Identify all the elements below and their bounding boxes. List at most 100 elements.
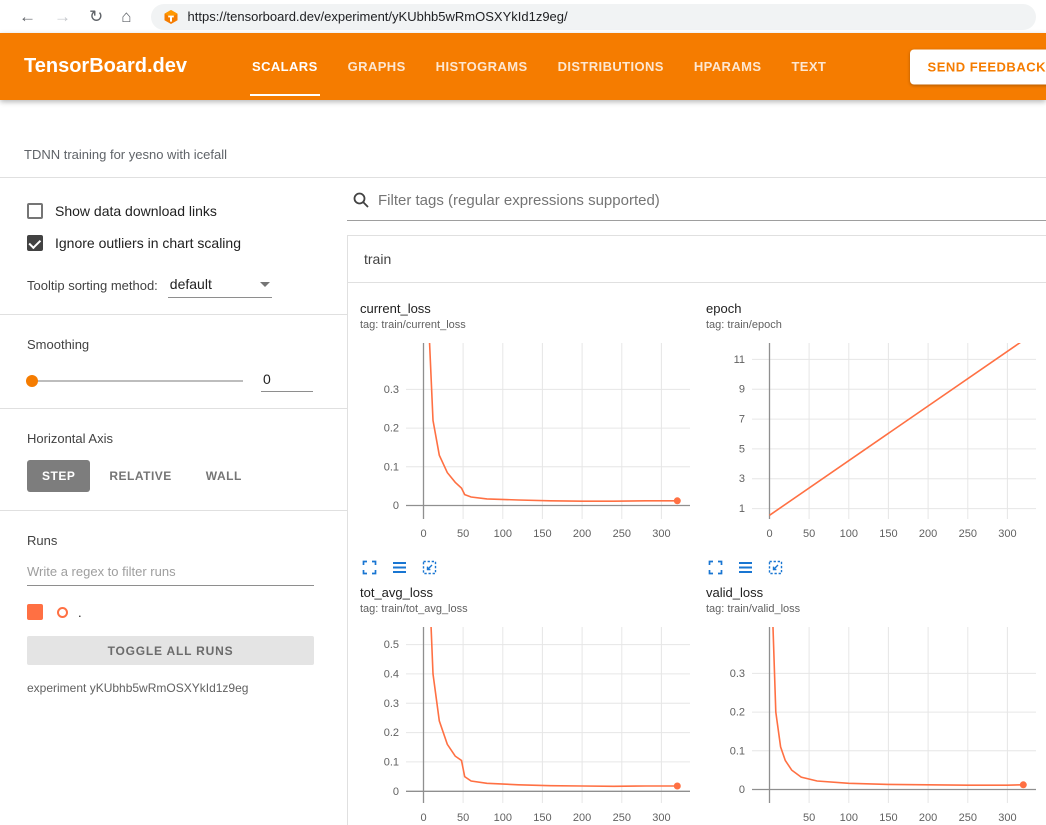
svg-text:300: 300 (652, 812, 670, 824)
runs-list-icon[interactable] (392, 560, 407, 575)
chart-toolbar (706, 560, 1042, 575)
svg-text:100: 100 (840, 528, 858, 540)
tab-hparams[interactable]: HPARAMS (679, 33, 777, 100)
smoothing-slider-knob[interactable] (26, 375, 38, 387)
chart-title: current_loss (360, 301, 696, 316)
tab-graphs[interactable]: GRAPHS (333, 33, 421, 100)
svg-text:0.1: 0.1 (384, 756, 399, 768)
svg-text:50: 50 (457, 528, 469, 540)
fit-domain-icon[interactable] (422, 560, 437, 575)
show-download-links-checkbox[interactable] (27, 203, 43, 219)
line-chart[interactable]: 0501001502002503001357911 (706, 337, 1042, 549)
tag-filter-input[interactable] (378, 192, 1046, 209)
tooltip-sorting-label: Tooltip sorting method: (27, 278, 158, 298)
tab-text[interactable]: TEXT (776, 33, 841, 100)
svg-text:100: 100 (494, 812, 512, 824)
runs-filter-input[interactable] (27, 560, 314, 586)
svg-text:0: 0 (739, 784, 745, 796)
address-bar[interactable]: https://tensorboard.dev/experiment/yKUbh… (151, 4, 1036, 30)
run-name: . (78, 605, 82, 620)
app-header: TensorBoard.dev SCALARS GRAPHS HISTOGRAM… (0, 33, 1046, 100)
run-color-swatch-icon (57, 607, 68, 618)
svg-text:50: 50 (803, 812, 815, 824)
line-chart[interactable]: 05010015020025030000.10.20.30.40.5 (360, 621, 696, 825)
axis-relative-button[interactable]: RELATIVE (94, 460, 186, 492)
axis-wall-button[interactable]: WALL (191, 460, 257, 492)
tooltip-sorting-dropdown[interactable]: default (168, 276, 272, 298)
reload-icon[interactable]: ↻ (89, 8, 103, 25)
chart-card: current_losstag: train/current_loss05010… (360, 301, 696, 575)
svg-text:0.3: 0.3 (730, 668, 745, 680)
svg-text:0.2: 0.2 (384, 727, 399, 739)
svg-text:300: 300 (652, 528, 670, 540)
svg-text:0.4: 0.4 (384, 668, 399, 680)
tab-histograms[interactable]: HISTOGRAMS (421, 33, 543, 100)
tensorboard-favicon-icon (163, 9, 179, 25)
chart-title: tot_avg_loss (360, 585, 696, 600)
svg-text:300: 300 (998, 528, 1016, 540)
tooltip-sorting-value: default (170, 276, 212, 292)
toggle-all-runs-button[interactable]: TOGGLE ALL RUNS (27, 636, 314, 665)
run-checkbox[interactable] (27, 604, 43, 620)
svg-text:5: 5 (739, 443, 745, 455)
svg-text:300: 300 (998, 812, 1016, 824)
tab-scalars[interactable]: SCALARS (237, 33, 333, 100)
svg-text:1: 1 (739, 503, 745, 515)
divider (0, 314, 347, 315)
svg-text:0.2: 0.2 (730, 707, 745, 719)
line-chart[interactable]: 5010015020025030000.10.20.3 (706, 621, 1042, 825)
runs-list-icon[interactable] (738, 560, 753, 575)
chart-subtitle: tag: train/current_loss (360, 319, 696, 331)
svg-text:150: 150 (533, 528, 551, 540)
fullscreen-icon[interactable] (362, 560, 377, 575)
svg-text:50: 50 (803, 528, 815, 540)
svg-text:150: 150 (879, 528, 897, 540)
svg-text:100: 100 (840, 812, 858, 824)
chart-title: valid_loss (706, 585, 1042, 600)
svg-text:9: 9 (739, 384, 745, 396)
settings-sidebar: Show data download links Ignore outliers… (0, 178, 347, 825)
divider (0, 510, 347, 511)
svg-text:200: 200 (573, 812, 591, 824)
back-icon[interactable]: ← (19, 8, 36, 25)
experiment-title: TDNN training for yesno with icefall (24, 147, 227, 162)
chart-subtitle: tag: train/epoch (706, 319, 1042, 331)
svg-text:200: 200 (573, 528, 591, 540)
show-download-links-label: Show data download links (55, 203, 217, 219)
svg-text:250: 250 (959, 812, 977, 824)
ignore-outliers-label: Ignore outliers in chart scaling (55, 235, 241, 251)
tag-group-card: train current_loss tag: train/current_los… (347, 235, 1046, 825)
axis-step-button[interactable]: STEP (27, 460, 90, 492)
fit-domain-icon[interactable] (768, 560, 783, 575)
scalars-main: train current_loss tag: train/current_los… (347, 178, 1046, 825)
svg-text:250: 250 (959, 528, 977, 540)
chart-toolbar (360, 560, 696, 575)
url-text: https://tensorboard.dev/experiment/yKUbh… (188, 9, 568, 24)
ignore-outliers-checkbox[interactable] (27, 235, 43, 251)
tag-group-header[interactable]: train (348, 236, 1046, 283)
svg-text:150: 150 (533, 812, 551, 824)
smoothing-slider[interactable] (27, 380, 243, 382)
chart-subtitle: tag: train/valid_loss (706, 603, 1042, 615)
nav-tabs: SCALARS GRAPHS HISTOGRAMS DISTRIBUTIONS … (237, 33, 841, 100)
svg-text:200: 200 (919, 528, 937, 540)
chart-title: epoch (706, 301, 1042, 316)
svg-text:50: 50 (457, 812, 469, 824)
send-feedback-button[interactable]: SEND FEEDBACK (910, 49, 1046, 84)
line-chart[interactable]: 05010015020025030000.10.20.3 (360, 337, 696, 549)
svg-text:0: 0 (766, 528, 772, 540)
search-icon (352, 191, 370, 209)
svg-text:11: 11 (734, 354, 745, 366)
svg-text:3: 3 (739, 473, 745, 485)
experiment-title-row: TDNN training for yesno with icefall (0, 100, 1046, 178)
forward-icon[interactable]: → (54, 8, 71, 25)
svg-text:0: 0 (420, 528, 426, 540)
svg-text:0: 0 (393, 786, 399, 798)
fullscreen-icon[interactable] (708, 560, 723, 575)
tab-distributions[interactable]: DISTRIBUTIONS (543, 33, 679, 100)
svg-text:0: 0 (393, 500, 399, 512)
home-icon[interactable]: ⌂ (121, 8, 131, 25)
smoothing-value[interactable]: 0 (261, 371, 313, 392)
svg-text:150: 150 (879, 812, 897, 824)
browser-toolbar: ← → ↻ ⌂ https://tensorboard.dev/experime… (0, 0, 1046, 33)
